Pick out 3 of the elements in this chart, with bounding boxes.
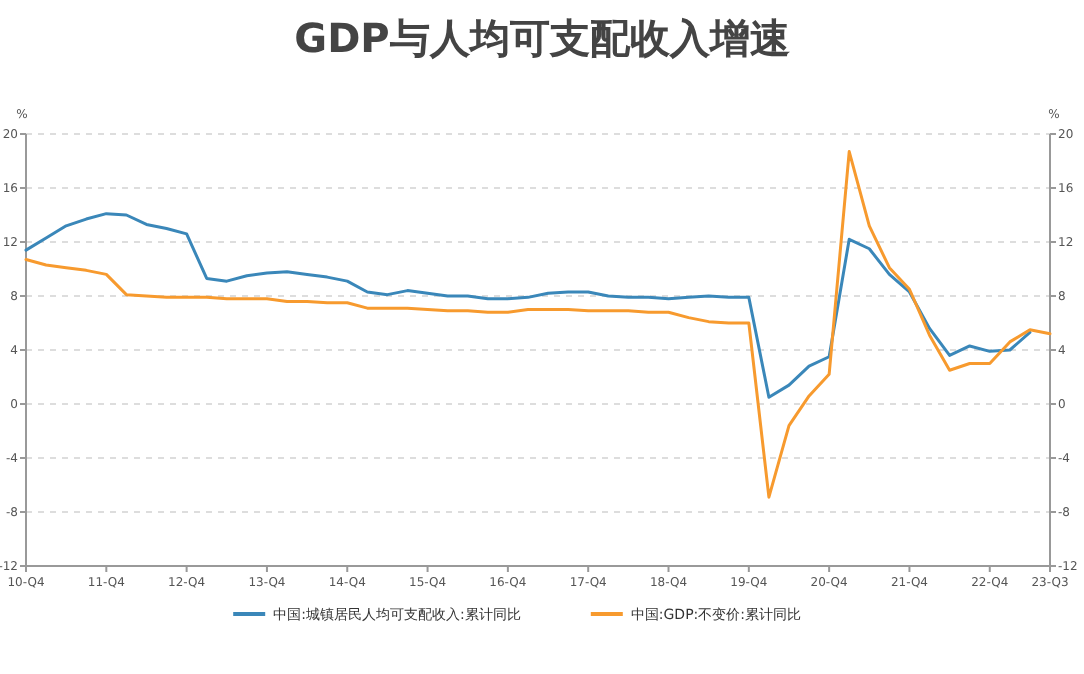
chart-title: GDP与人均可支配收入增速 (294, 14, 790, 62)
line-series (24, 212, 1032, 399)
line-series (24, 150, 1052, 499)
